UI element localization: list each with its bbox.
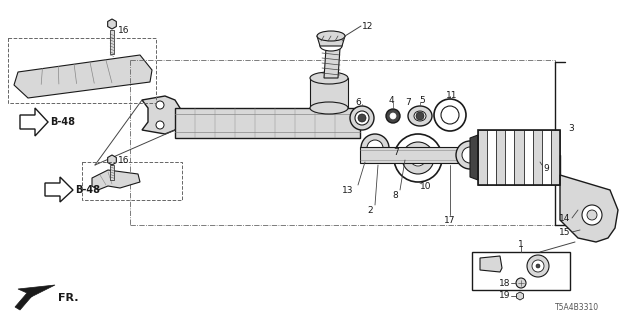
Text: 10: 10 xyxy=(420,181,432,190)
Bar xyxy=(8,38,156,103)
Polygon shape xyxy=(20,108,48,136)
Bar xyxy=(542,130,551,185)
Ellipse shape xyxy=(310,102,348,114)
Polygon shape xyxy=(14,55,152,98)
Ellipse shape xyxy=(310,72,348,84)
Text: B-48: B-48 xyxy=(50,117,75,127)
Circle shape xyxy=(434,99,466,131)
Text: 12: 12 xyxy=(362,21,373,30)
Polygon shape xyxy=(92,170,140,190)
Circle shape xyxy=(156,121,164,129)
Polygon shape xyxy=(310,78,348,108)
Text: 4: 4 xyxy=(388,95,394,105)
Polygon shape xyxy=(516,292,524,300)
Text: 9: 9 xyxy=(543,164,548,172)
Ellipse shape xyxy=(414,111,426,121)
Text: T5A4B3310: T5A4B3310 xyxy=(555,303,599,313)
Text: 7: 7 xyxy=(393,148,399,156)
Bar xyxy=(478,130,487,185)
Circle shape xyxy=(358,114,366,122)
Circle shape xyxy=(587,210,597,220)
Circle shape xyxy=(462,147,478,163)
Polygon shape xyxy=(360,147,475,163)
Circle shape xyxy=(355,111,369,125)
Polygon shape xyxy=(15,285,55,310)
Circle shape xyxy=(361,134,389,162)
Circle shape xyxy=(402,142,434,174)
Bar xyxy=(506,130,515,185)
Ellipse shape xyxy=(408,106,432,126)
Polygon shape xyxy=(480,256,502,272)
Polygon shape xyxy=(110,165,114,180)
Text: 5: 5 xyxy=(419,95,425,105)
Circle shape xyxy=(582,205,602,225)
Circle shape xyxy=(527,255,549,277)
Polygon shape xyxy=(45,177,73,202)
Bar xyxy=(478,130,560,185)
Bar xyxy=(532,130,542,185)
Text: 19: 19 xyxy=(499,292,510,300)
Bar xyxy=(472,252,570,290)
Ellipse shape xyxy=(320,41,342,51)
Text: 16: 16 xyxy=(118,156,129,164)
Circle shape xyxy=(416,112,424,120)
Circle shape xyxy=(441,106,459,124)
Circle shape xyxy=(410,150,426,166)
Bar xyxy=(487,130,496,185)
Bar xyxy=(524,130,532,185)
Text: 17: 17 xyxy=(444,215,456,225)
Circle shape xyxy=(532,260,544,272)
Circle shape xyxy=(394,134,442,182)
Ellipse shape xyxy=(317,31,345,41)
Text: 18: 18 xyxy=(499,278,510,287)
Text: 8: 8 xyxy=(392,190,398,199)
Text: 15: 15 xyxy=(559,228,570,236)
Bar xyxy=(496,130,506,185)
Polygon shape xyxy=(560,175,618,242)
Polygon shape xyxy=(108,155,116,165)
Text: FR.: FR. xyxy=(58,293,79,303)
Polygon shape xyxy=(470,135,478,180)
Text: 3: 3 xyxy=(568,124,573,132)
Circle shape xyxy=(386,109,400,123)
Circle shape xyxy=(536,264,540,268)
Circle shape xyxy=(456,141,484,169)
Polygon shape xyxy=(324,48,340,78)
Polygon shape xyxy=(108,19,116,29)
Text: 7: 7 xyxy=(405,98,411,107)
Circle shape xyxy=(516,278,526,288)
Bar xyxy=(551,130,560,185)
Text: 11: 11 xyxy=(446,91,458,100)
Text: 14: 14 xyxy=(559,213,570,222)
Text: 1: 1 xyxy=(518,239,524,249)
Circle shape xyxy=(367,140,383,156)
Polygon shape xyxy=(142,96,180,134)
Text: B-48: B-48 xyxy=(75,185,100,195)
Text: 6: 6 xyxy=(355,98,361,107)
Text: 16: 16 xyxy=(118,26,129,35)
Circle shape xyxy=(390,113,396,119)
Text: 13: 13 xyxy=(342,186,354,195)
Polygon shape xyxy=(317,36,345,46)
Polygon shape xyxy=(110,30,114,54)
Circle shape xyxy=(156,101,164,109)
Text: 2: 2 xyxy=(367,205,373,214)
Polygon shape xyxy=(175,108,360,138)
Bar xyxy=(515,130,524,185)
Circle shape xyxy=(350,106,374,130)
Bar xyxy=(82,162,182,200)
